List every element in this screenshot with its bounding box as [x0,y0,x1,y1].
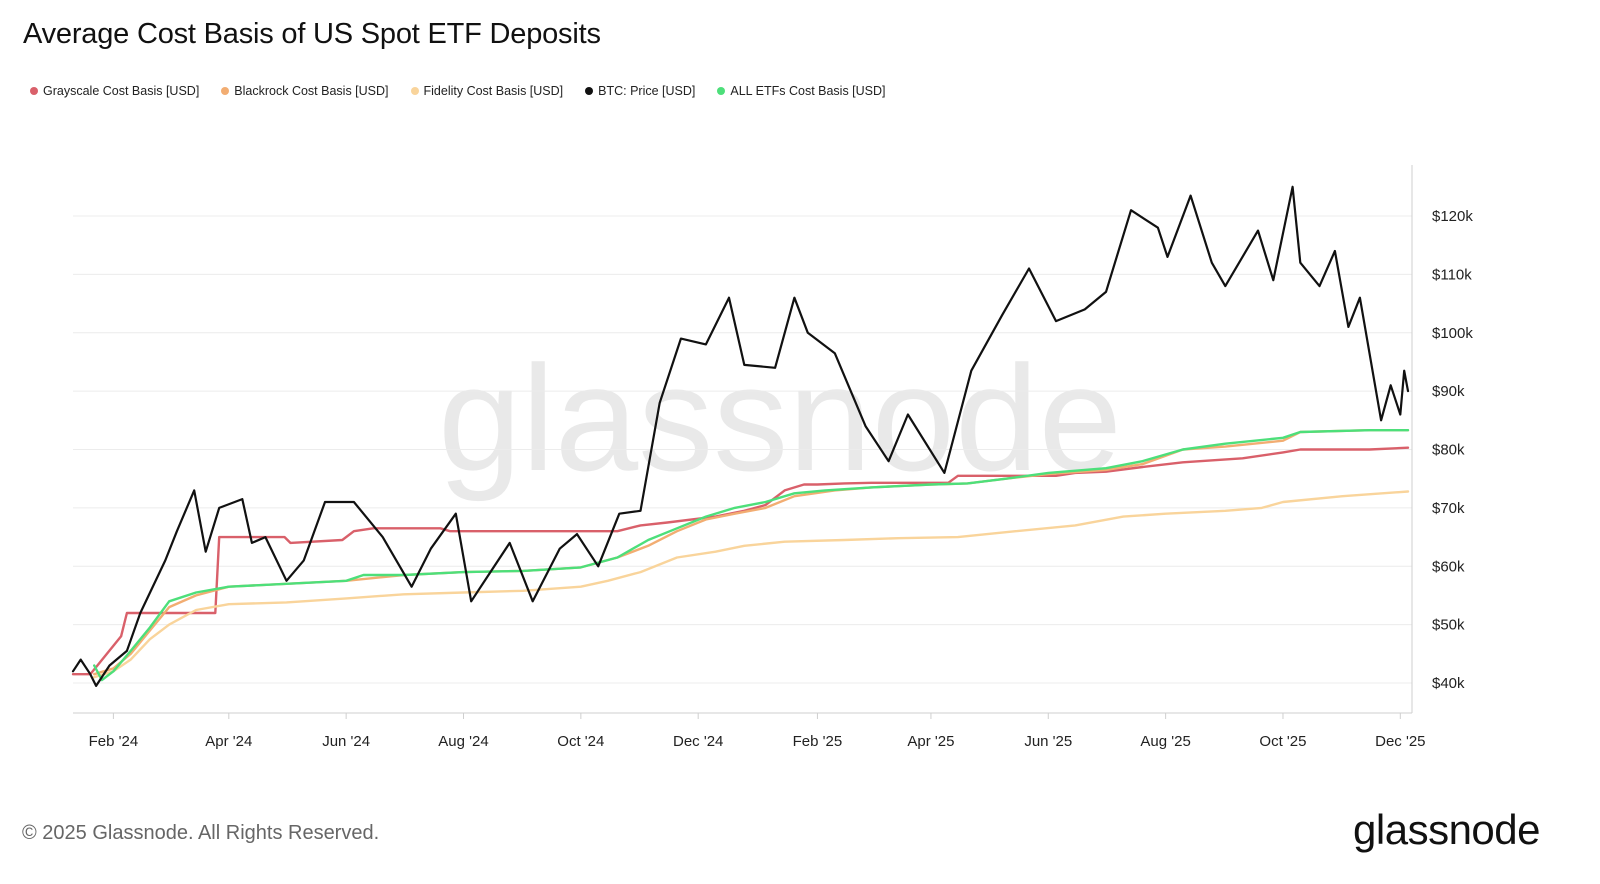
x-tick-label: Dec '24 [673,733,723,750]
series-lines [71,185,1410,688]
series-line-btc-price[interactable] [71,185,1410,688]
x-tick-label: Aug '24 [438,733,488,750]
chart-title: Average Cost Basis of US Spot ETF Deposi… [23,18,601,50]
brand-logo: glassnode [1353,806,1540,853]
y-tick-label: $110k [1432,266,1472,283]
y-axis-ticks: $40k $50k $60k $70k $80k $90k $100k $110k $120k [1432,208,1473,692]
legend-item-btc-price[interactable]: BTC: Price [USD] [585,84,695,98]
y-tick-label: $100k [1432,325,1473,342]
series-line-blackrock[interactable] [92,429,1410,676]
copyright-text: © 2025 Glassnode. All Rights Reserved. [22,822,380,844]
x-tick-label: Oct '24 [557,733,604,750]
x-tick-label: Dec '25 [1375,733,1425,750]
legend-item-all-etfs[interactable]: ALL ETFs Cost Basis [USD] [717,84,886,98]
legend-item-grayscale[interactable]: Grayscale Cost Basis [USD] [30,84,199,98]
x-tick-label: Aug '25 [1140,733,1190,750]
series-line-fidelity[interactable] [92,490,1410,679]
chart-plot[interactable]: glassnode $40k$50k$60k$70k$80k$90k$100k$… [0,0,1600,800]
legend-dot-blackrock [221,87,230,95]
y-tick-label: $80k [1432,442,1465,459]
grid-lines [73,215,1412,684]
watermark-text: glassnode [438,334,1122,502]
x-tick-label: Feb '24 [89,733,139,750]
x-tick-label: Jun '24 [322,733,370,750]
x-tick-label: Apr '25 [907,733,954,750]
legend-label-all-etfs: ALL ETFs Cost Basis [USD] [730,84,886,98]
y-tick-label: $60k [1432,558,1465,575]
x-tick-label: Oct '25 [1259,733,1306,750]
legend-label-btc-price: BTC: Price [USD] [598,84,696,98]
y-tick-label: $120k [1432,208,1473,225]
x-axis-ticks: Feb '24 Apr '24 Jun '24 Aug '24 Oct '24 Dec '… [89,713,1426,750]
x-tick-label: Jun '25 [1024,733,1072,750]
y-tick-label: $50k [1432,617,1465,634]
legend-dot-all-etfs [717,87,726,95]
legend-item-blackrock[interactable]: Blackrock Cost Basis [USD] [221,84,389,98]
axes [73,165,1413,714]
legend-dot-grayscale [30,87,38,95]
legend: Grayscale Cost Basis [USD] Blackrock Cos… [30,84,886,98]
legend-label-fidelity: Fidelity Cost Basis [USD] [423,84,564,98]
legend-label-grayscale: Grayscale Cost Basis [USD] [43,84,200,98]
y-tick-label: $40k [1432,675,1465,692]
series-line-all-etfs[interactable] [92,429,1410,682]
x-tick-label: Feb '25 [793,733,843,750]
legend-label-blackrock: Blackrock Cost Basis [USD] [234,84,389,98]
legend-item-fidelity[interactable]: Fidelity Cost Basis [USD] [410,84,564,98]
y-tick-label: $90k [1432,383,1465,400]
x-tick-label: Apr '24 [205,733,252,750]
legend-dot-fidelity [410,87,419,95]
y-tick-label: $70k [1432,500,1465,517]
legend-dot-btc-price [585,87,594,95]
